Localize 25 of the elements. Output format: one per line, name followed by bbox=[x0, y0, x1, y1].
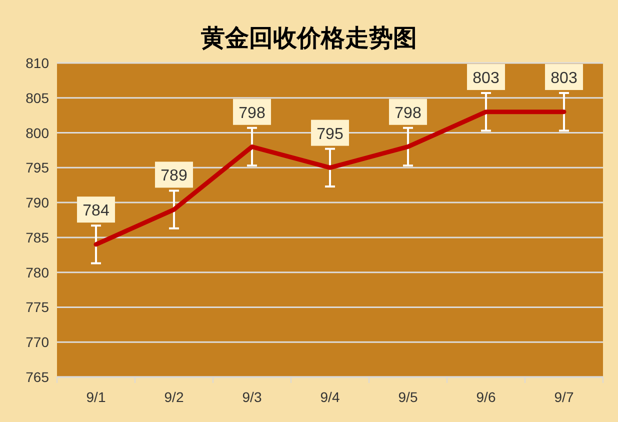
y-tick-label: 790 bbox=[26, 194, 50, 211]
x-tick-label: 9/3 bbox=[242, 389, 262, 405]
y-tick-label: 795 bbox=[26, 160, 50, 176]
y-tick-label: 770 bbox=[26, 334, 50, 350]
y-tick-label: 780 bbox=[26, 264, 50, 280]
data-label: 798 bbox=[394, 104, 422, 122]
data-label: 795 bbox=[316, 126, 344, 143]
x-tick-label: 9/5 bbox=[398, 389, 418, 405]
y-tick-label: 800 bbox=[26, 124, 50, 141]
x-tick-label: 9/2 bbox=[164, 389, 184, 405]
y-tick-label: 765 bbox=[26, 369, 50, 385]
data-label: 789 bbox=[160, 168, 188, 185]
x-tick-label: 9/1 bbox=[86, 389, 106, 405]
y-tick-label: 775 bbox=[26, 299, 50, 316]
chart-title: 黄金回收价格走势图 bbox=[200, 25, 417, 52]
y-tick-label: 810 bbox=[26, 55, 50, 71]
data-label: 784 bbox=[82, 202, 110, 220]
x-tick-label: 9/7 bbox=[554, 389, 574, 405]
data-label: 798 bbox=[238, 104, 266, 122]
x-tick-label: 9/6 bbox=[476, 389, 496, 405]
x-tick-label: 9/4 bbox=[320, 389, 340, 405]
data-label: 803 bbox=[550, 70, 578, 88]
y-tick-label: 785 bbox=[26, 229, 50, 246]
data-label: 803 bbox=[472, 70, 500, 88]
y-tick-label: 805 bbox=[26, 90, 50, 106]
